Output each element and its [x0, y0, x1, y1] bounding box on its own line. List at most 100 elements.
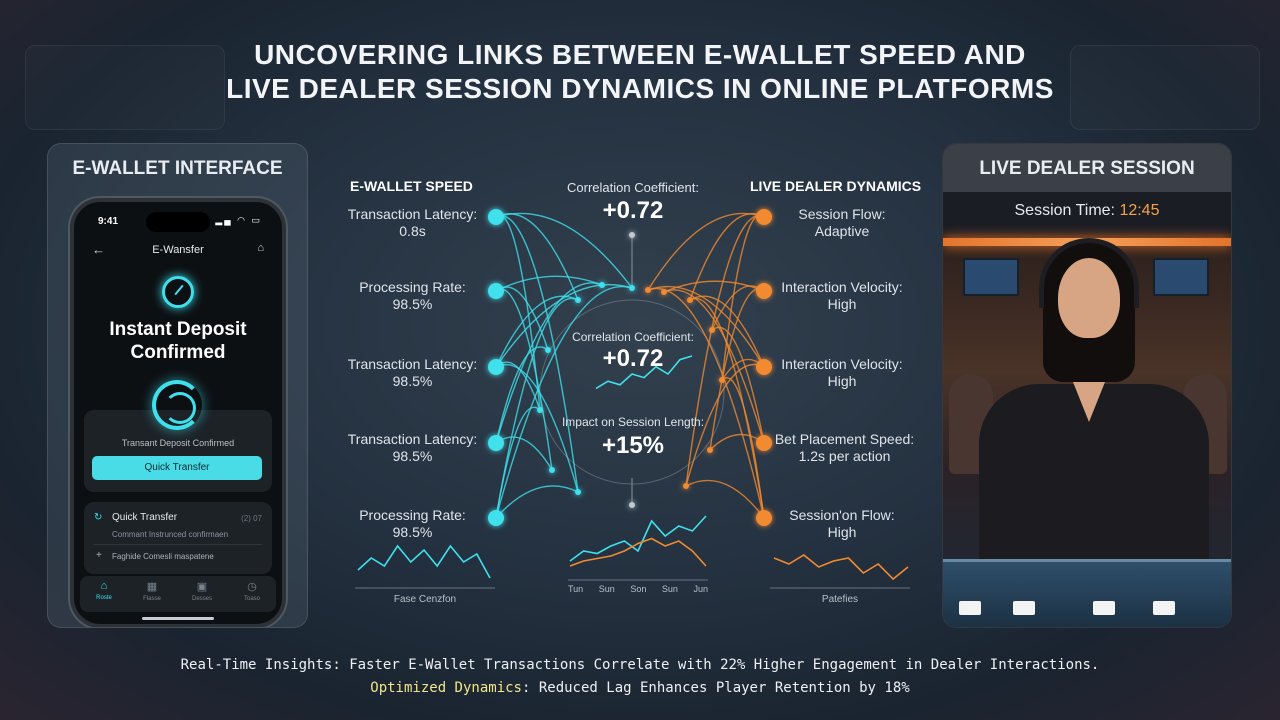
transfer-list-title[interactable]: Quick Transfer — [112, 512, 178, 523]
nav-label-clock: Toaso — [243, 596, 260, 602]
ghost-card-right — [1070, 45, 1260, 130]
right-metric-2: Interaction Velocity: High — [772, 279, 912, 313]
orange-junction — [645, 287, 651, 293]
refresh-icon: ↻ — [94, 512, 103, 523]
node-group — [488, 209, 772, 526]
cyan-junction — [545, 347, 551, 353]
session-time-label: Session Time: — [1014, 202, 1115, 219]
link-curve — [495, 295, 579, 368]
clock-icon: ◷ — [247, 581, 257, 593]
session-time: Session Time: 12:45 — [943, 202, 1231, 220]
cyan-node — [488, 510, 504, 526]
orange-node — [756, 209, 772, 225]
link-curve — [663, 289, 765, 444]
dealer-blazer — [979, 384, 1209, 584]
cyan-node — [488, 435, 504, 451]
live-dealer-dynamics-header: LIVE DEALER DYNAMICS — [750, 178, 922, 194]
right-mini-chart — [770, 554, 910, 589]
center-chart-line-orange — [569, 537, 707, 567]
orange-node — [756, 283, 772, 299]
loading-ring-icon — [152, 380, 202, 430]
signal-wifi-battery-icon: ▂▄ ◠ ▭ — [215, 215, 262, 225]
cyan-node — [488, 209, 504, 225]
dynamics-highlight: Optimized Dynamics — [370, 680, 522, 696]
deposit-card-text: Transant Deposit Confirmed — [121, 438, 235, 448]
link-curve — [721, 377, 765, 519]
nav-item-home[interactable]: ⌂ Roste — [82, 580, 126, 601]
right-metric-2-label: Interaction Velocity: — [781, 279, 903, 295]
right-metric-1-value: Adaptive — [814, 223, 870, 239]
nav-label-grid: Flasse — [143, 596, 161, 602]
left-chart-line — [357, 544, 491, 579]
right-metric-3-label: Interaction Velocity: — [781, 356, 903, 372]
left-metric-4-value: 98.5% — [392, 448, 433, 464]
link-curve — [495, 284, 633, 368]
link-curve — [689, 297, 765, 519]
right-metric-4-value: 1.2s per action — [798, 448, 891, 464]
left-metric-4-label: Transaction Latency: — [347, 431, 478, 447]
quick-transfer-button[interactable]: Quick Transfer — [92, 456, 262, 480]
right-chart-xlabel: Patefies — [821, 594, 859, 605]
cyan-node — [488, 359, 504, 375]
phone-mockup: 9:41 ▂▄ ◠ ▭ ← E-Wansfer ⌂ Instant Deposi… — [70, 198, 286, 627]
right-metric-5-label: Session'on Flow: — [789, 507, 895, 523]
studio-monitor — [1153, 258, 1209, 296]
grid-icon: ▦ — [146, 581, 158, 593]
orange-node — [756, 510, 772, 526]
deposit-heading-line-2: Confirmed — [130, 342, 226, 363]
nav-item-clock[interactable]: ◷ Toaso — [230, 580, 274, 602]
studio-monitor — [963, 258, 1019, 296]
orange-junction — [687, 297, 693, 303]
top-correlation-value: +0.72 — [602, 197, 664, 224]
mid-correlation-label: Correlation Coefficient: — [572, 330, 694, 344]
orange-junction — [709, 327, 715, 333]
bottom-nav: ⌂ Roste ▦ Flasse ▣ Desses ◷ Toaso — [80, 576, 276, 612]
left-metric-2-value: 98.5% — [392, 296, 433, 312]
cyan-junction — [575, 489, 581, 495]
cyan-junction — [599, 282, 605, 288]
playing-card — [1153, 601, 1175, 615]
left-metric-5-label: Processing Rate: — [359, 507, 466, 523]
transfer-list-meta: (2) 07 — [241, 514, 262, 523]
right-chart-line — [773, 554, 909, 581]
link-curve — [495, 282, 603, 444]
link-curve — [495, 436, 553, 471]
left-metric-5-value: 98.5% — [392, 524, 433, 540]
nav-item-grid[interactable]: ▦ Flasse — [130, 580, 174, 602]
home-icon: ⌂ — [100, 580, 108, 592]
back-arrow-icon[interactable]: ← — [92, 242, 105, 257]
center-tick: Jun — [693, 584, 708, 594]
right-metric-4-label: Bet Placement Speed: — [774, 431, 915, 447]
lock-icon[interactable]: ⌂ — [257, 242, 264, 254]
center-tick: Sun — [661, 584, 678, 594]
left-mini-chart — [355, 544, 495, 589]
transfer-list-card: ↻ Quick Transfer (2) 07 Commant Instrunc… — [84, 502, 272, 574]
headset-icon — [1039, 238, 1139, 308]
link-curve — [709, 288, 765, 451]
right-metric-2-value: High — [827, 296, 857, 312]
left-metric-3-label: Transaction Latency: — [347, 356, 478, 372]
connector-dot — [629, 502, 635, 508]
phone-notch — [146, 212, 210, 232]
left-metric-2-label: Processing Rate: — [359, 279, 466, 295]
nav-item-wallet[interactable]: ▣ Desses — [180, 580, 224, 602]
left-metric-1-value: 0.8s — [399, 223, 426, 239]
plus-icon[interactable]: + — [96, 550, 102, 561]
cyan-junction — [537, 407, 543, 413]
cyan-junction — [575, 297, 581, 303]
playing-card — [1093, 601, 1115, 615]
cyan-node — [488, 283, 504, 299]
app-title: E-Wansfer — [152, 244, 204, 256]
impact-label: Impact on Session Length: — [561, 415, 705, 429]
left-metric-3: Transaction Latency: 98.5% — [340, 356, 485, 390]
link-curve — [663, 280, 765, 293]
center-mini-chart — [568, 355, 708, 581]
orange-junction — [661, 289, 667, 295]
nav-label-home: Roste — [96, 595, 112, 601]
deposit-heading: Instant Deposit Confirmed — [74, 318, 282, 364]
link-curve — [689, 295, 765, 368]
link-curve — [495, 406, 541, 519]
confirm-check-icon — [162, 276, 194, 308]
transfer-list-row[interactable]: Faghide Comesli maspatene — [112, 552, 214, 561]
